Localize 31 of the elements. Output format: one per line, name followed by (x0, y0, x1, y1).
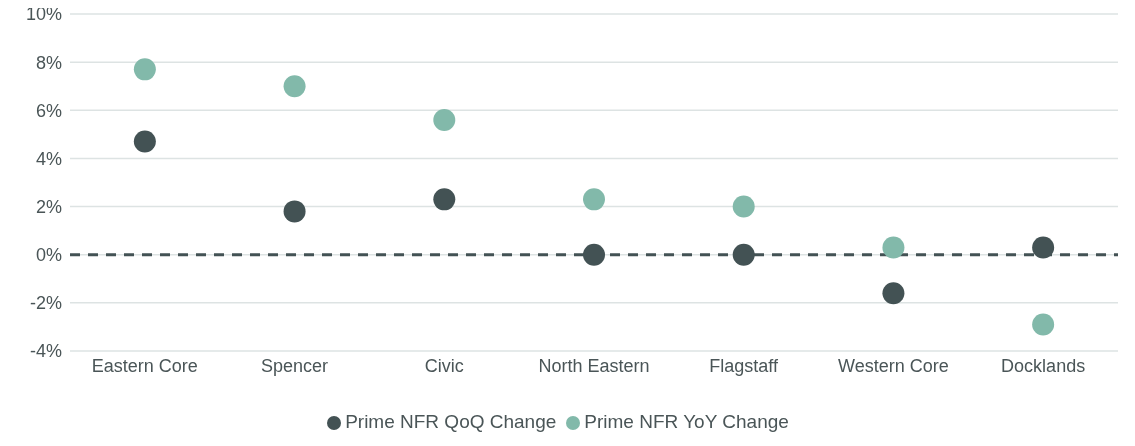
x-tick-label: Docklands (1001, 355, 1086, 376)
point (732, 243, 755, 266)
y-tick-label: 2% (35, 196, 62, 217)
point (133, 58, 156, 81)
point (1032, 236, 1055, 259)
x-tick-label: Flagstaff (709, 355, 780, 376)
point (1032, 313, 1055, 336)
point (433, 188, 456, 211)
x-tick-label: Spencer (261, 355, 329, 376)
y-tick-label: 8% (35, 52, 62, 73)
point (133, 130, 156, 153)
x-tick-label: Western Core (838, 355, 949, 376)
point (433, 108, 456, 131)
point (882, 236, 905, 259)
point (283, 75, 306, 98)
y-tick-label: 0% (35, 245, 62, 266)
point (732, 195, 755, 218)
y-tick-label: 4% (35, 148, 62, 169)
y-tick-label: -2% (29, 293, 62, 314)
x-tick-label: North Eastern (538, 355, 650, 376)
legend-label: Prime NFR YoY Change (584, 411, 789, 432)
point (583, 188, 605, 211)
point (882, 282, 905, 305)
x-tick-label: Civic (424, 355, 464, 376)
point (283, 200, 306, 223)
x-tick-label: Eastern Core (91, 355, 198, 376)
point (583, 243, 605, 266)
legend-label: Prime NFR QoQ Change (345, 411, 557, 432)
y-tick-label: -4% (29, 341, 62, 362)
y-tick-label: 6% (35, 100, 62, 121)
y-tick-label: 10% (25, 4, 62, 25)
